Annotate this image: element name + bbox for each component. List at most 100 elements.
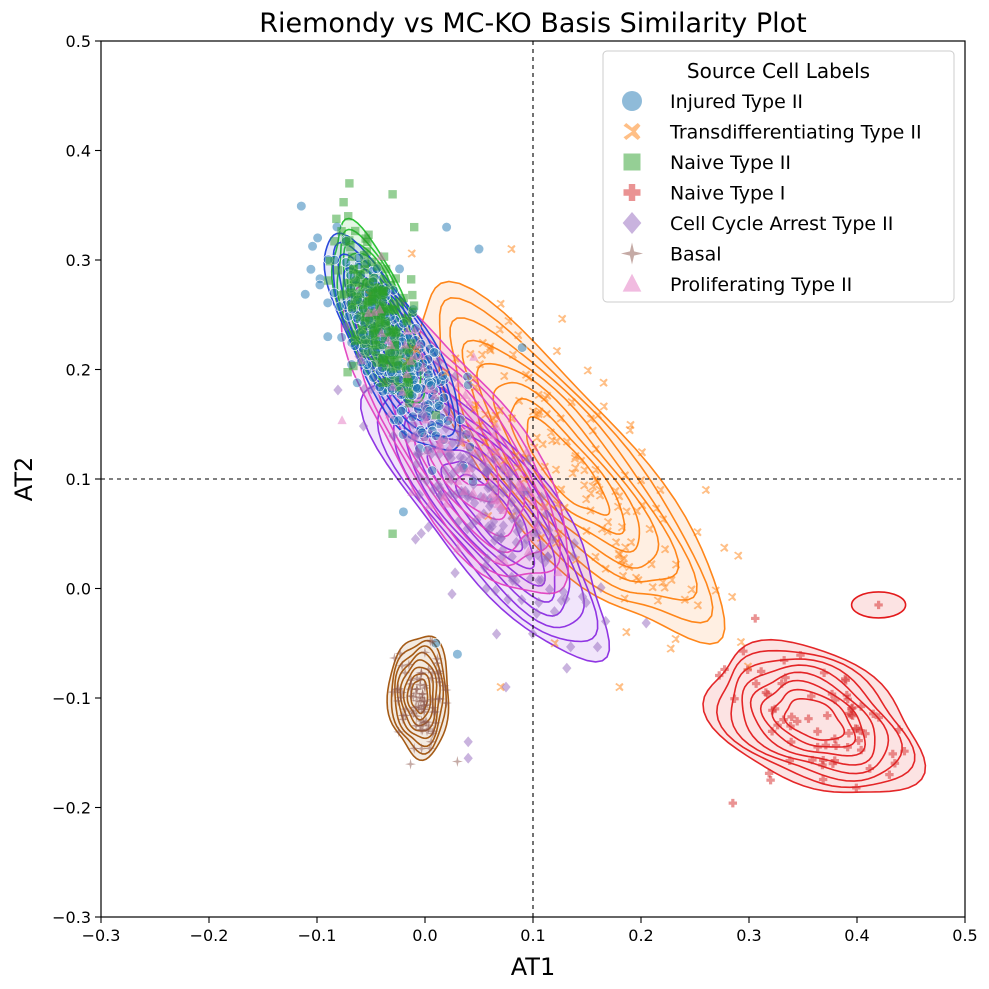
point-cell-cycle-arrest-type-ii [569, 537, 579, 549]
point-cell-cycle-arrest-type-ii [512, 515, 522, 527]
point-transdifferentiating-type-ii [736, 637, 746, 647]
point-proliferating-type-ii [434, 437, 444, 447]
point-naive-type-i [843, 743, 852, 752]
point-proliferating-type-ii [419, 432, 430, 442]
point-injured-type-ii [398, 506, 409, 517]
point-basal [441, 697, 452, 709]
point-naive-type-ii [381, 264, 391, 274]
point-transdifferentiating-type-ii [734, 551, 743, 560]
point-naive-type-i [773, 720, 782, 730]
contour-naive-type-i-level-5 [741, 664, 890, 775]
contour-transdifferentiating-type-ii-level-1 [525, 415, 611, 516]
point-cell-cycle-arrest-type-ii [491, 628, 502, 640]
point-cell-cycle-arrest-type-ii [549, 606, 560, 617]
point-transdifferentiating-type-ii [586, 489, 595, 498]
point-cell-cycle-arrest-type-ii [428, 484, 438, 496]
point-transdifferentiating-type-ii [481, 410, 490, 419]
point-naive-type-ii [393, 349, 403, 358]
point-injured-type-ii [368, 372, 379, 383]
point-transdifferentiating-type-ii [571, 451, 580, 461]
point-basal [393, 726, 405, 738]
point-proliferating-type-ii [356, 355, 367, 365]
point-transdifferentiating-type-ii [547, 436, 557, 445]
point-naive-type-i [770, 704, 780, 714]
point-proliferating-type-ii [397, 386, 407, 396]
point-transdifferentiating-type-ii [611, 538, 621, 547]
point-transdifferentiating-type-ii [637, 448, 647, 457]
x-tick-label: 0.3 [736, 926, 761, 945]
point-transdifferentiating-type-ii [615, 492, 624, 501]
legend-marker-naive-type-ii [623, 153, 641, 171]
point-naive-type-i [854, 736, 863, 745]
point-basal [395, 692, 407, 704]
point-naive-type-i [856, 745, 866, 755]
point-naive-type-ii [373, 322, 382, 331]
x-tick-label: −0.3 [82, 926, 121, 945]
point-transdifferentiating-type-ii [551, 465, 561, 474]
point-transdifferentiating-type-ii [620, 594, 629, 603]
point-injured-type-ii [517, 342, 528, 353]
point-basal [414, 679, 426, 691]
point-injured-type-ii [312, 232, 323, 243]
point-naive-type-ii [383, 328, 392, 337]
point-naive-type-ii [325, 257, 335, 266]
point-proliferating-type-ii [444, 443, 455, 453]
point-transdifferentiating-type-ii [499, 456, 509, 465]
point-cell-cycle-arrest-type-ii [441, 422, 451, 434]
point-cell-cycle-arrest-type-ii [388, 430, 398, 442]
point-transdifferentiating-type-ii [658, 578, 667, 587]
point-proliferating-type-ii [455, 463, 465, 473]
point-cell-cycle-arrest-type-ii [536, 540, 547, 552]
x-tick-label: 0.2 [628, 926, 653, 945]
point-cell-cycle-arrest-type-ii [540, 556, 550, 568]
point-basal [438, 680, 450, 692]
point-basal [414, 691, 426, 703]
point-transdifferentiating-type-ii [648, 583, 657, 592]
point-naive-type-i [831, 695, 840, 705]
point-transdifferentiating-type-ii [613, 502, 623, 511]
point-transdifferentiating-type-ii [542, 409, 552, 419]
point-transdifferentiating-type-ii [508, 350, 518, 359]
point-cell-cycle-arrest-type-ii [483, 482, 493, 494]
point-basal [417, 688, 429, 700]
point-naive-type-ii [386, 281, 395, 290]
point-naive-type-ii [362, 247, 372, 256]
point-naive-type-i [819, 756, 828, 765]
legend-label-proliferating-type-ii: Proliferating Type II [670, 274, 852, 296]
point-naive-type-i [720, 665, 729, 674]
point-naive-type-i [874, 600, 883, 610]
point-injured-type-ii [296, 200, 307, 212]
point-cell-cycle-arrest-type-ii [492, 531, 502, 543]
point-basal [406, 705, 418, 717]
point-cell-cycle-arrest-type-ii [463, 752, 473, 764]
x-tick-label: −0.1 [298, 926, 337, 945]
point-proliferating-type-ii [460, 390, 470, 399]
point-basal [418, 704, 430, 715]
point-naive-type-ii [355, 289, 365, 298]
point-naive-type-ii [337, 227, 346, 236]
point-proliferating-type-ii [463, 426, 473, 436]
point-cell-cycle-arrest-type-ii [534, 597, 544, 608]
point-proliferating-type-ii [363, 308, 373, 317]
point-naive-type-i [730, 694, 739, 703]
point-transdifferentiating-type-ii [645, 524, 654, 534]
point-naive-type-i [844, 729, 854, 738]
point-cell-cycle-arrest-type-ii [442, 404, 452, 416]
point-naive-type-i [743, 665, 752, 675]
point-naive-type-ii [332, 214, 341, 224]
point-naive-type-i [807, 691, 816, 701]
point-naive-type-i [818, 760, 827, 770]
point-naive-type-i [900, 746, 909, 756]
point-naive-type-i [785, 756, 794, 765]
point-proliferating-type-ii [413, 339, 423, 349]
point-cell-cycle-arrest-type-ii [414, 448, 424, 460]
point-naive-type-i [972, 772, 980, 780]
point-transdifferentiating-type-ii [660, 545, 670, 554]
point-cell-cycle-arrest-type-ii [462, 523, 472, 535]
point-naive-type-ii [345, 236, 354, 245]
point-naive-type-ii [376, 314, 386, 323]
point-transdifferentiating-type-ii [441, 368, 450, 377]
point-injured-type-ii [394, 263, 405, 275]
point-basal [416, 667, 427, 679]
point-naive-type-ii [431, 410, 441, 420]
